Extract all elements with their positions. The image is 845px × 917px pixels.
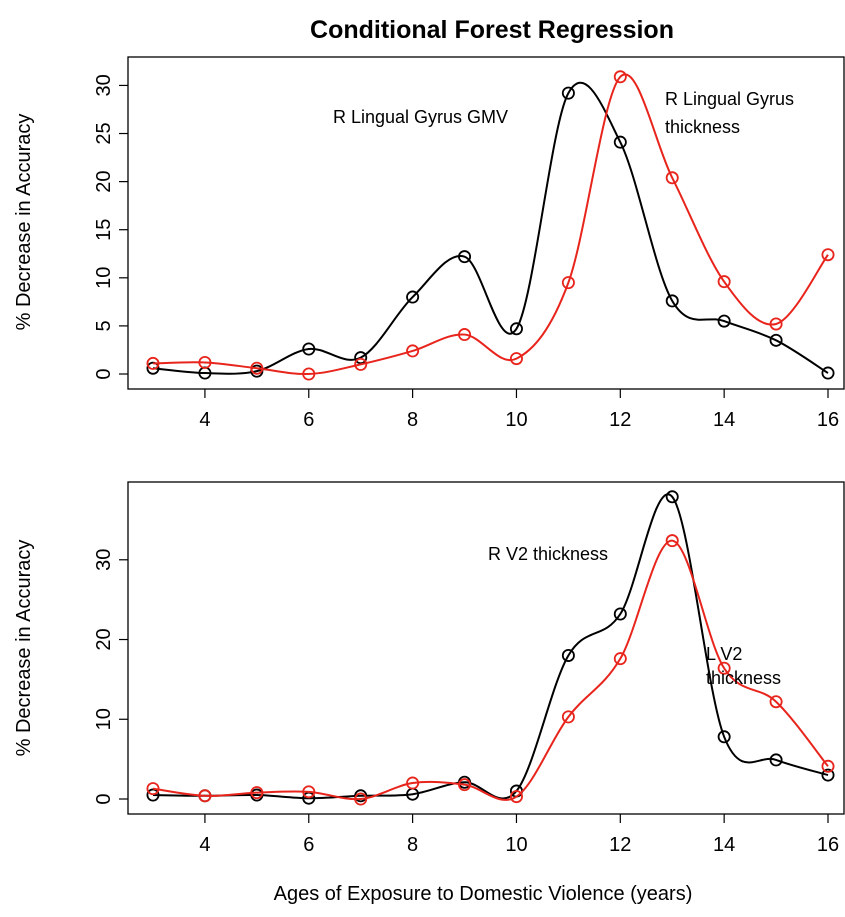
data-point-black bbox=[458, 250, 472, 264]
data-point-red bbox=[302, 367, 316, 381]
data-point-black bbox=[821, 768, 835, 782]
y-tick-label: 25 bbox=[93, 122, 115, 144]
data-point-red bbox=[509, 352, 523, 366]
x-tick-label: 14 bbox=[713, 834, 735, 856]
plot-frame bbox=[127, 56, 845, 390]
series-annotation: L V2 bbox=[706, 644, 742, 664]
data-point-red bbox=[769, 317, 783, 331]
series-annotation: R Lingual Gyrus bbox=[665, 89, 794, 109]
data-point-red bbox=[458, 778, 472, 792]
data-point-black bbox=[717, 730, 731, 744]
data-point-black bbox=[354, 351, 368, 365]
data-point-red bbox=[302, 785, 316, 799]
x-tick-label: 4 bbox=[199, 409, 210, 431]
data-point-black bbox=[509, 322, 523, 336]
y-tick-label: 0 bbox=[93, 368, 115, 379]
data-point-red bbox=[458, 328, 472, 342]
series-line-black bbox=[152, 81, 829, 375]
data-point-red bbox=[354, 357, 368, 371]
y-tick-label: 15 bbox=[93, 219, 115, 241]
x-tick-label: 4 bbox=[199, 834, 210, 856]
data-point-black bbox=[406, 290, 420, 304]
series-annotation: R V2 thickness bbox=[488, 544, 608, 564]
data-point-red bbox=[509, 790, 523, 804]
x-tick-label: 12 bbox=[609, 409, 631, 431]
x-tick-label: 16 bbox=[817, 834, 839, 856]
x-tick-label: 10 bbox=[505, 834, 527, 856]
data-point-black bbox=[613, 135, 627, 149]
data-point-red bbox=[250, 786, 264, 800]
data-point-red bbox=[613, 652, 627, 666]
x-tick-label: 8 bbox=[407, 834, 418, 856]
y-tick-label: 5 bbox=[93, 320, 115, 331]
y-tick-label: 30 bbox=[93, 549, 115, 571]
series-annotation: thickness bbox=[706, 668, 781, 688]
plot-frame bbox=[127, 481, 845, 815]
chart-title: Conditional Forest Regression bbox=[310, 16, 674, 44]
data-point-red bbox=[717, 661, 731, 675]
data-point-red bbox=[250, 361, 264, 375]
data-point-red bbox=[717, 275, 731, 289]
y-tick-label: 20 bbox=[93, 170, 115, 192]
top-panel: 0 5 10 15 20 25 30 % Decrease in Accuracy 4 6 8 10 1… bbox=[13, 56, 845, 431]
data-point-red bbox=[769, 695, 783, 709]
series-line-black bbox=[152, 493, 829, 800]
data-point-black bbox=[717, 314, 731, 328]
series-line-red bbox=[152, 73, 829, 376]
y-tick-label: 10 bbox=[93, 708, 115, 730]
x-tick-label: 8 bbox=[407, 409, 418, 431]
data-point-red bbox=[561, 276, 575, 290]
x-tick-label: 6 bbox=[303, 409, 314, 431]
x-tick-label: 10 bbox=[505, 409, 527, 431]
x-tick-label: 12 bbox=[609, 834, 631, 856]
x-tick-label: 6 bbox=[303, 834, 314, 856]
series-annotation: R Lingual Gyrus GMV bbox=[333, 107, 508, 127]
y-axis-label: % Decrease in Accuracy bbox=[13, 540, 35, 757]
data-point-red bbox=[665, 534, 679, 548]
data-point-red bbox=[613, 70, 627, 84]
data-point-red bbox=[146, 356, 160, 370]
y-axis-label: % Decrease in Accuracy bbox=[13, 114, 35, 331]
data-point-red bbox=[561, 710, 575, 724]
series-annotation: thickness bbox=[665, 117, 740, 137]
x-tick-label: 16 bbox=[817, 409, 839, 431]
data-point-red bbox=[198, 789, 212, 803]
data-point-red bbox=[406, 776, 420, 790]
data-point-black bbox=[561, 648, 575, 662]
data-point-black bbox=[821, 366, 835, 380]
data-point-red bbox=[406, 344, 420, 358]
series-line-red bbox=[152, 539, 829, 801]
data-point-red bbox=[821, 248, 835, 262]
data-point-black bbox=[302, 342, 316, 356]
data-point-red bbox=[354, 792, 368, 806]
data-point-red bbox=[146, 782, 160, 796]
bottom-panel: 0 10 20 30 % Decrease in Accuracy 4 6 8 10 12 14 16… bbox=[13, 481, 845, 856]
data-point-black bbox=[769, 753, 783, 767]
y-tick-label: 10 bbox=[93, 267, 115, 289]
data-point-red bbox=[821, 759, 835, 773]
x-tick-label: 14 bbox=[713, 409, 735, 431]
data-point-black bbox=[561, 86, 575, 100]
data-point-red bbox=[665, 171, 679, 185]
x-axis-label: Ages of Exposure to Domestic Violence (y… bbox=[274, 883, 693, 905]
data-point-black bbox=[665, 490, 679, 504]
data-point-black bbox=[665, 294, 679, 308]
y-tick-label: 20 bbox=[93, 628, 115, 650]
data-point-red bbox=[198, 355, 212, 369]
data-point-black bbox=[769, 333, 783, 347]
y-tick-label: 0 bbox=[93, 793, 115, 804]
y-tick-label: 30 bbox=[93, 74, 115, 96]
data-point-black bbox=[613, 607, 627, 621]
